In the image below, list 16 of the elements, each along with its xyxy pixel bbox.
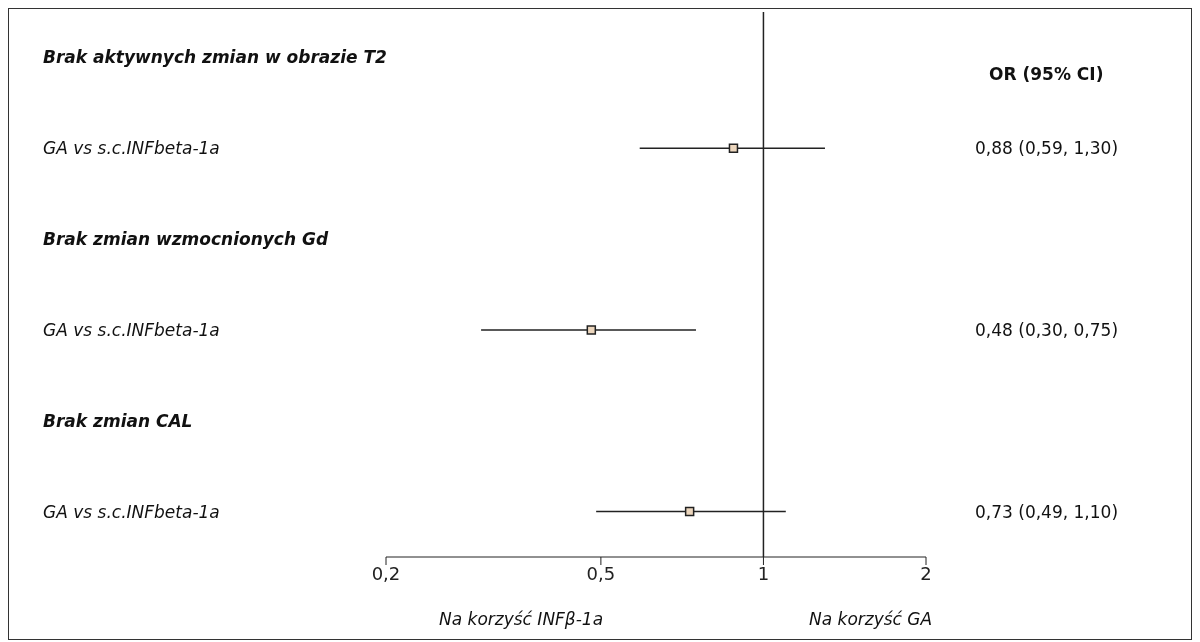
data-label: 0,48 (0,30, 0,75) <box>975 319 1119 340</box>
data-label: 0,88 (0,59, 1,30) <box>975 138 1119 159</box>
y-tick-label: Brak zmian wzmocnionych Gd <box>43 229 329 250</box>
y-tick-label: Brak aktywnych zmian w obrazie T2 <box>43 47 387 68</box>
text: Na korzyść INFβ-1a <box>439 609 604 629</box>
y-tick-label: Brak zmian CAL <box>43 410 193 431</box>
x-tick-label: 2 <box>920 562 932 584</box>
y-tick-label: GA vs s.c.INFbeta-1a <box>43 319 220 340</box>
data-label: 0,73 (0,49, 1,10) <box>975 501 1119 522</box>
y-tick-label: GA vs s.c.INFbeta-1a <box>43 501 220 522</box>
text: OR (95% CI) <box>989 64 1104 84</box>
x-tick-label: 0,5 <box>586 562 616 584</box>
x-tick-label: 1 <box>757 562 770 584</box>
text: Na korzyść GA <box>809 609 933 629</box>
y-tick-label: GA vs s.c.INFbeta-1a <box>43 138 220 159</box>
x-tick-label: 0,2 <box>371 562 401 584</box>
